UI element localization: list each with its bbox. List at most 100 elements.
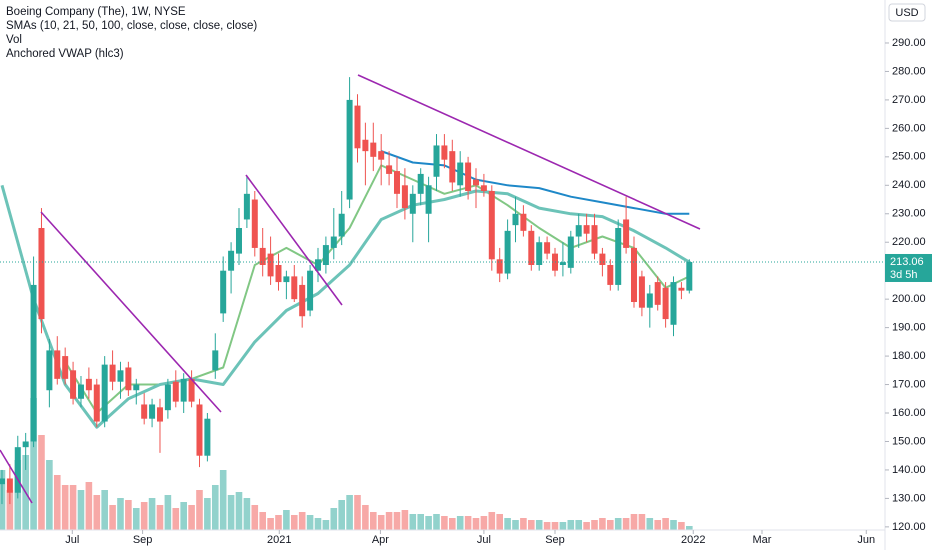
volume-bar bbox=[267, 518, 274, 530]
volume-bar bbox=[290, 515, 298, 530]
candle-body bbox=[686, 261, 693, 291]
volume-bar bbox=[614, 518, 622, 530]
indicator-label: Vol bbox=[6, 34, 22, 46]
candle-body bbox=[338, 213, 345, 237]
candle-body bbox=[544, 242, 551, 254]
volume-bar bbox=[164, 495, 172, 530]
volume-bar bbox=[401, 510, 409, 530]
volume-bar bbox=[140, 502, 148, 530]
candle-body bbox=[54, 350, 61, 379]
candle-body bbox=[322, 245, 329, 265]
volume-bar bbox=[322, 520, 330, 530]
volume-bar bbox=[599, 518, 606, 530]
candle-body bbox=[164, 384, 171, 411]
candle-body bbox=[409, 193, 416, 214]
candle-body bbox=[251, 199, 258, 248]
volume-bar bbox=[85, 482, 93, 530]
candle-body bbox=[235, 227, 242, 254]
currency-box[interactable] bbox=[888, 3, 926, 22]
volume-bar bbox=[591, 520, 598, 530]
candle-body bbox=[133, 384, 140, 391]
volume-bar bbox=[551, 522, 559, 530]
volume-bar bbox=[53, 475, 61, 530]
candle-body bbox=[267, 253, 274, 277]
volume-bar bbox=[662, 518, 669, 530]
candle-body bbox=[109, 364, 116, 382]
volume-bar bbox=[259, 512, 266, 530]
candle-body bbox=[180, 378, 187, 402]
volume-bar bbox=[30, 398, 37, 530]
volume-bar bbox=[646, 518, 654, 530]
volume-bar bbox=[180, 502, 187, 530]
candle-body bbox=[465, 162, 472, 191]
x-tick-label: Sep bbox=[545, 534, 565, 546]
y-tick-label: 160.00 bbox=[892, 407, 926, 419]
candle-body bbox=[480, 185, 487, 191]
candle-body bbox=[662, 287, 669, 320]
candle-body bbox=[441, 145, 448, 160]
candle-body bbox=[646, 293, 653, 308]
candle-body bbox=[496, 259, 503, 274]
volume-bar bbox=[654, 520, 662, 530]
candle-body bbox=[504, 230, 511, 274]
y-tick-label: 290.00 bbox=[892, 37, 926, 49]
trendlines bbox=[0, 74, 701, 504]
volume-bar bbox=[61, 485, 69, 530]
y-tick-label: 140.00 bbox=[892, 464, 926, 476]
indicator-label: SMAs (10, 21, 50, 100, close, close, clo… bbox=[6, 20, 257, 32]
candle-body bbox=[449, 151, 456, 183]
volume-bar bbox=[196, 490, 203, 530]
volume-bar bbox=[93, 495, 101, 530]
volume-bar bbox=[393, 512, 401, 530]
candle-body bbox=[38, 227, 45, 320]
y-tick-label: 170.00 bbox=[892, 378, 926, 390]
volume-bar bbox=[298, 512, 306, 530]
volume-bar bbox=[417, 514, 424, 530]
volume-bar bbox=[441, 516, 448, 530]
volume-bar bbox=[670, 520, 677, 530]
volume-bar bbox=[512, 520, 519, 530]
volume-bar bbox=[575, 520, 583, 530]
y-tick-label: 250.00 bbox=[892, 151, 926, 163]
x-tick-label: 2022 bbox=[681, 534, 705, 546]
volume-bar bbox=[6, 490, 14, 530]
candle-body bbox=[314, 259, 321, 271]
candle-body bbox=[528, 230, 535, 265]
candle-body bbox=[433, 145, 440, 177]
candle-body bbox=[330, 236, 337, 248]
y-tick-label: 260.00 bbox=[892, 122, 926, 134]
candle-body bbox=[417, 173, 424, 194]
candle-body bbox=[346, 99, 353, 200]
candle-body bbox=[30, 284, 37, 442]
candle-body bbox=[599, 253, 606, 265]
volume-bar bbox=[251, 505, 259, 530]
candle-body bbox=[46, 350, 53, 391]
volume-bar bbox=[622, 518, 630, 530]
volume-bar bbox=[686, 526, 693, 530]
volume-bar bbox=[409, 514, 417, 530]
volume-bar bbox=[638, 514, 646, 530]
candle-body bbox=[212, 350, 219, 371]
volume-bar bbox=[38, 435, 45, 530]
volume-bar bbox=[77, 490, 85, 530]
candle-body bbox=[457, 162, 464, 186]
volume-bar bbox=[559, 522, 567, 530]
volume-bar bbox=[607, 520, 614, 530]
candle-body bbox=[156, 407, 163, 422]
volume-bar bbox=[583, 522, 590, 530]
x-tick-label: Mar bbox=[753, 534, 772, 546]
volume-bar bbox=[433, 514, 440, 530]
candle-body bbox=[559, 262, 566, 265]
volume-bar bbox=[377, 515, 385, 530]
volume-bar bbox=[243, 498, 251, 530]
candle-body bbox=[393, 171, 400, 194]
moving-average bbox=[64, 164, 690, 414]
candle-body bbox=[638, 276, 645, 308]
volume-bar bbox=[385, 512, 393, 530]
candle-body bbox=[472, 179, 479, 186]
volume-bar bbox=[227, 495, 235, 530]
candle-body bbox=[512, 213, 519, 226]
candle-body bbox=[62, 356, 69, 379]
trendline bbox=[0, 449, 33, 504]
